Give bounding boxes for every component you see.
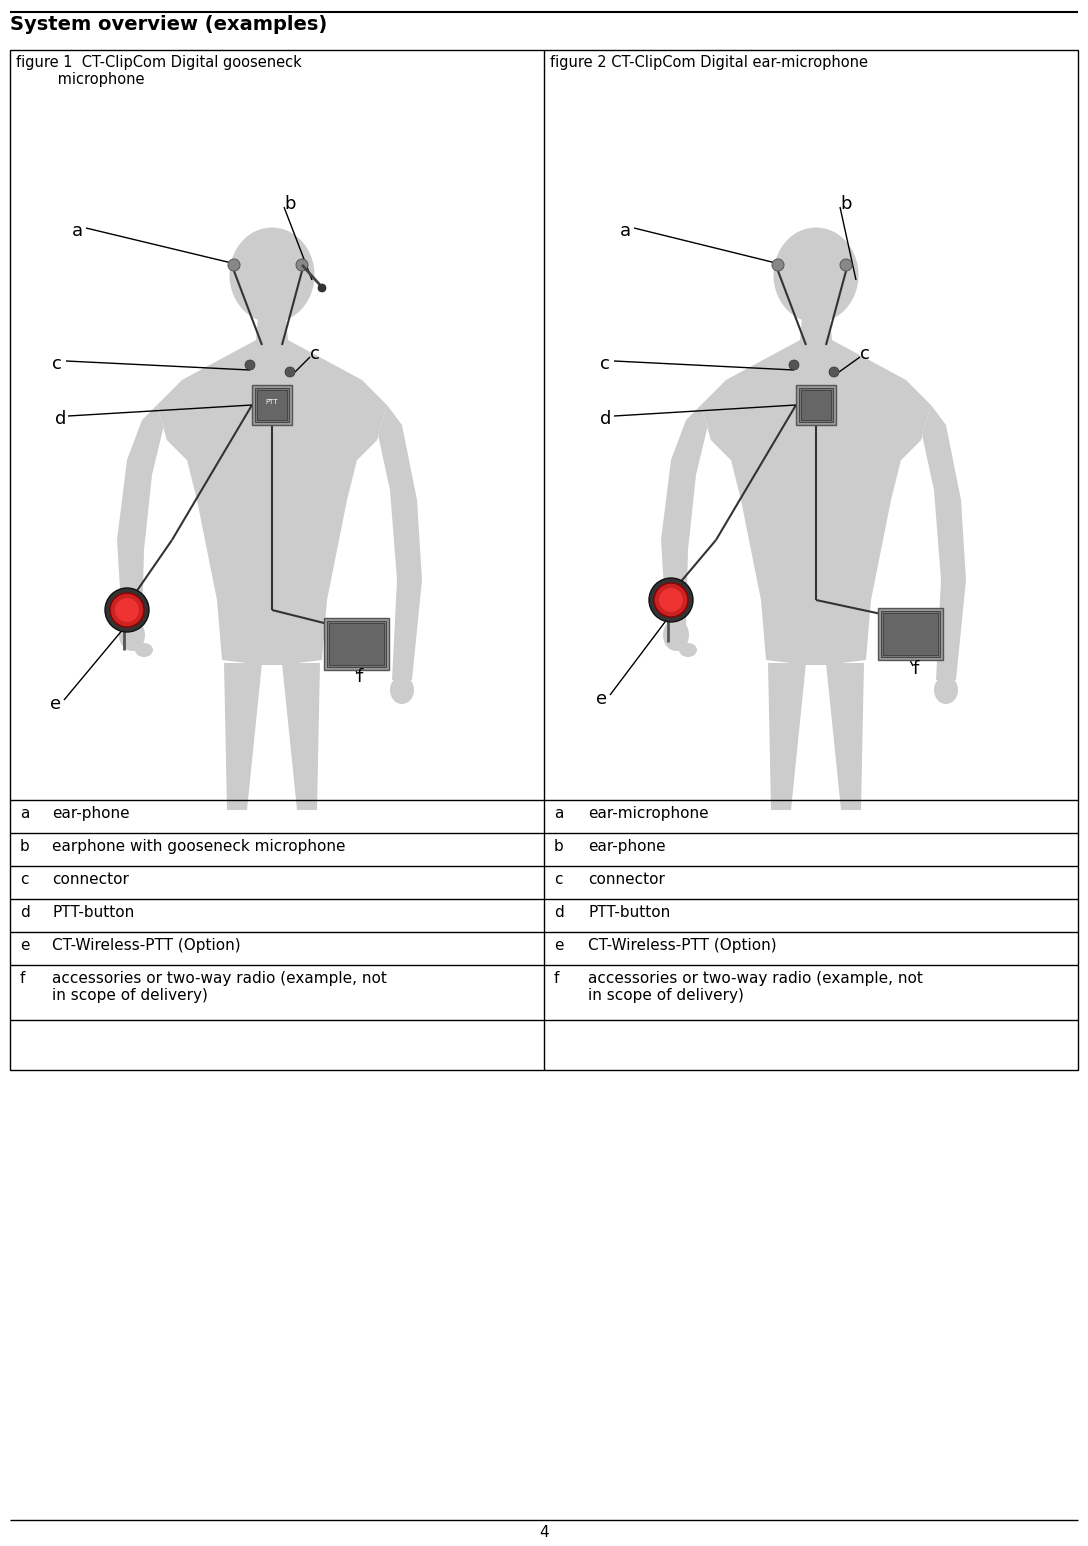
Text: connector: connector [52,872,128,887]
Circle shape [659,587,683,612]
Polygon shape [901,405,966,680]
Circle shape [829,366,839,377]
Text: a: a [72,223,83,240]
Text: ear-phone: ear-phone [588,839,666,853]
Text: figure 1  CT-ClipCom Digital gooseneck: figure 1 CT-ClipCom Digital gooseneck [16,56,301,70]
Polygon shape [282,663,320,810]
Text: PTT-button: PTT-button [588,904,670,920]
Text: earphone with gooseneck microphone: earphone with gooseneck microphone [52,839,346,853]
Bar [796,385,836,425]
Text: figure 2 CT-ClipCom Digital ear-microphone: figure 2 CT-ClipCom Digital ear-micropho… [551,56,868,70]
Text: connector: connector [588,872,665,887]
Text: d: d [554,904,564,920]
Ellipse shape [390,676,415,703]
Text: b: b [840,195,852,213]
Ellipse shape [934,676,959,703]
Text: d: d [599,410,611,428]
Text: d: d [20,904,29,920]
Bar [799,388,833,422]
Polygon shape [768,663,806,810]
Bar [881,611,940,657]
Polygon shape [662,405,731,625]
Text: c: c [20,872,28,887]
Bar [327,621,386,666]
Bar [329,623,384,665]
Text: c: c [310,345,320,363]
Text: 4: 4 [540,1524,548,1540]
Text: f: f [357,668,363,686]
Text: e: e [554,938,564,952]
Bar [252,385,292,425]
Ellipse shape [679,643,697,657]
Polygon shape [256,318,288,340]
Bar [878,608,943,660]
Polygon shape [800,318,832,340]
Circle shape [115,598,139,621]
Bar [255,388,289,422]
Text: f: f [20,971,25,986]
Bar [801,390,831,421]
Bar [257,390,287,421]
Text: microphone: microphone [16,73,145,87]
Ellipse shape [135,643,153,657]
Circle shape [654,583,688,617]
Text: e: e [596,690,607,708]
Text: d: d [55,410,66,428]
Bar [10,49,1078,1070]
Circle shape [772,260,784,271]
Text: c: c [599,356,610,373]
Polygon shape [357,405,422,680]
Text: CT-Wireless-PTT (Option): CT-Wireless-PTT (Option) [588,938,777,952]
Ellipse shape [663,618,689,651]
Circle shape [106,587,149,632]
Text: PTT: PTT [265,399,279,405]
Text: accessories or two-way radio (example, not
in scope of delivery): accessories or two-way radio (example, n… [588,971,923,1003]
Bar [324,618,390,669]
Text: b: b [554,839,564,853]
Circle shape [789,360,799,369]
Text: c: c [52,356,62,373]
Text: c: c [554,872,562,887]
Text: ear-phone: ear-phone [52,805,129,821]
Text: c: c [860,345,870,363]
Polygon shape [761,600,871,665]
Bar [883,614,938,656]
Ellipse shape [230,227,314,323]
Text: b: b [284,195,296,213]
Text: e: e [50,696,61,713]
Circle shape [110,594,144,628]
Circle shape [245,360,255,369]
Text: PTT-button: PTT-button [52,904,134,920]
Circle shape [650,578,693,621]
Text: f: f [554,971,559,986]
Circle shape [840,260,852,271]
Circle shape [296,260,308,271]
Text: a: a [554,805,564,821]
Ellipse shape [774,227,858,323]
Circle shape [228,260,240,271]
Circle shape [318,284,326,292]
Polygon shape [157,340,387,600]
Text: accessories or two-way radio (example, not
in scope of delivery): accessories or two-way radio (example, n… [52,971,387,1003]
Text: e: e [20,938,29,952]
Polygon shape [217,600,327,665]
Text: a: a [20,805,29,821]
Text: System overview (examples): System overview (examples) [10,15,327,34]
Text: f: f [913,660,919,679]
Text: a: a [620,223,631,240]
Text: CT-Wireless-PTT (Option): CT-Wireless-PTT (Option) [52,938,240,952]
Ellipse shape [119,618,145,651]
Text: b: b [20,839,29,853]
Polygon shape [118,405,187,625]
Polygon shape [826,663,864,810]
Circle shape [285,366,295,377]
Polygon shape [701,340,931,600]
Text: ear-microphone: ear-microphone [588,805,708,821]
Polygon shape [224,663,262,810]
